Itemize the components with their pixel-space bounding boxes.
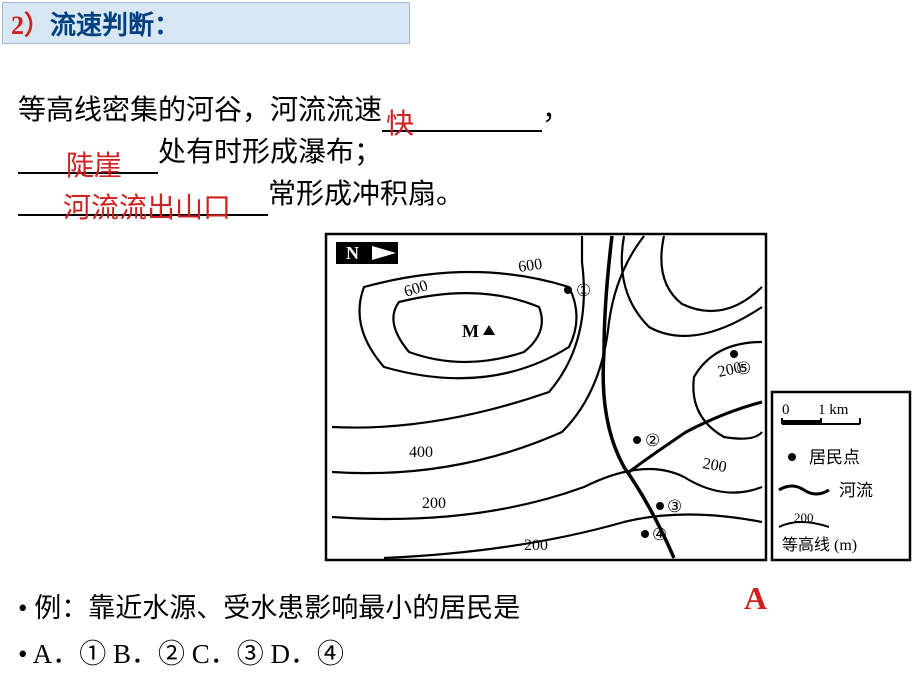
point-4: ④ xyxy=(652,525,667,544)
legend-scale-0: 0 xyxy=(782,402,790,418)
answer-overlay: A xyxy=(744,580,767,617)
contour-label-400: 400 xyxy=(409,444,433,461)
fill-blank-block: 等高线密集的河谷，河流流速快， 陡崖处有时形成瀑布； 河流流出山口常形成冲积扇。 xyxy=(18,90,898,216)
north-label: N xyxy=(346,243,359,263)
legend-settlement: 居民点 xyxy=(809,448,860,467)
line1-suffix: ， xyxy=(542,95,570,126)
line1-prefix: 等高线密集的河谷，河流流速 xyxy=(18,95,382,126)
header-title: 流速判断： xyxy=(50,5,180,42)
contour-label-600a: 600 xyxy=(517,256,543,276)
legend-contour-label: 等高线 (m) xyxy=(782,536,857,554)
legend-river: 河流 xyxy=(839,481,873,500)
contour-map: N M 600 600 400 200 200 200 200 ① ② ③ xyxy=(324,232,914,562)
line3-suffix: 常形成冲积扇。 xyxy=(268,179,464,210)
header-number: 2） xyxy=(11,5,50,42)
question-prompt: • 例：靠近水源、受水患影响最小的居民是 xyxy=(18,586,520,625)
blank-3-answer: 河流流出山口 xyxy=(63,193,231,224)
contour-label-200a: 200 xyxy=(422,495,446,512)
question-options: • A．① B．② C．③ D．④ xyxy=(18,632,344,671)
point-1: ① xyxy=(576,281,591,300)
fill-line-1: 等高线密集的河谷，河流流速快， xyxy=(18,90,898,132)
section-header: 2） 流速判断： xyxy=(2,2,410,44)
point-5: ⑤ xyxy=(736,359,751,378)
legend-contour-val: 200 xyxy=(794,510,814,525)
prompt-suffix: 是 xyxy=(493,593,520,623)
contour-label-200d: 200 xyxy=(524,537,548,554)
point-3: ③ xyxy=(667,497,682,516)
line2-suffix: 处有时形成瀑布； xyxy=(158,137,382,168)
prompt-prefix: • 例：靠近水源、受水患影响最小的居民 xyxy=(18,593,493,623)
legend-scale-1: 1 km xyxy=(818,402,849,418)
fill-line-2: 陡崖处有时形成瀑布； xyxy=(18,132,898,174)
peak-label: M xyxy=(462,321,479,341)
fill-line-3: 河流流出山口常形成冲积扇。 xyxy=(18,174,898,216)
point-2: ② xyxy=(645,431,660,450)
